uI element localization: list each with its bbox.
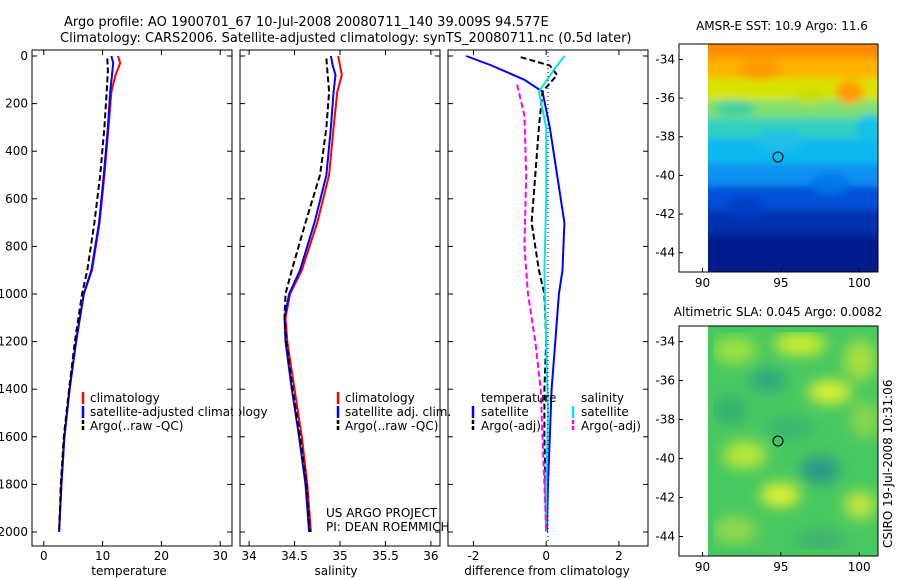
difference-legend: temperature satellite Argo(-adj) salinit… <box>471 391 641 433</box>
x-tick-label: 10 <box>95 549 110 563</box>
x-tick-label: 36 <box>423 549 438 563</box>
sla-argo-marker <box>772 435 784 447</box>
legend-label-argo: Argo(..raw -QC) <box>90 419 183 433</box>
series-line-temperature-satellite <box>465 55 566 533</box>
x-tick-label: 2 <box>615 549 623 563</box>
pi-label: PI: DEAN ROEMMICH <box>326 520 449 534</box>
map-y-tick-label: -38 <box>655 413 675 427</box>
temperature-plot-area <box>31 49 233 547</box>
map-x-tick-label: 100 <box>848 276 871 290</box>
temperature-legend: climatology satellite-adjusted climatolo… <box>81 391 268 433</box>
map-y-tick-label: -40 <box>655 452 675 466</box>
x-tick-label: 35 <box>332 549 347 563</box>
y-tick-label: 1400 <box>0 382 28 396</box>
sst-map-title: AMSR-E SST: 10.9 Argo: 11.6 <box>696 19 868 33</box>
map-x-tick-label: 90 <box>695 560 710 574</box>
map-y-tick-label: -36 <box>655 91 675 105</box>
series-line-temperature-argo-adj <box>520 56 559 533</box>
y-tick-label: 1800 <box>0 477 28 491</box>
legend-label-temperature-satellite: satellite <box>481 405 529 419</box>
sla-map-frame <box>678 325 879 557</box>
legend-label-satellite: satellite-adjusted climatology <box>90 405 268 419</box>
legend-label-climatology: climatology <box>345 391 415 405</box>
map-x-tick-label: 95 <box>773 560 788 574</box>
credit-label: CSIRO 19-Jul-2008 10:31:06 <box>881 380 895 548</box>
legend-label-argo: Argo(..raw -QC) <box>345 419 438 433</box>
series-line-argo-raw-qc <box>59 58 108 532</box>
figure-title-line1: Argo profile: AO 1900701_67 10-Jul-2008 … <box>64 15 549 30</box>
series-line-salinity-argo-adj <box>516 84 548 533</box>
sst-map-frame <box>678 43 879 273</box>
x-tick-label: 34.5 <box>281 549 308 563</box>
temperature-axis-label: temperature <box>91 564 166 578</box>
sla-map-title: Altimetric SLA: 0.045 Argo: 0.0082 <box>674 305 882 319</box>
legend-label-salinity-satellite: satellite <box>581 405 629 419</box>
sst-argo-marker <box>772 151 784 163</box>
y-tick-label: 2000 <box>0 525 28 539</box>
y-tick-label: 1000 <box>0 287 28 301</box>
difference-axis-label: difference from climatology <box>464 564 630 578</box>
salinity-plot-area <box>239 49 441 547</box>
x-tick-label: 0 <box>542 549 550 563</box>
y-tick-label: 1600 <box>0 430 28 444</box>
x-tick-label: -2 <box>467 549 479 563</box>
y-tick-label: 1200 <box>0 335 28 349</box>
salinity-legend: climatology satellite adj. clim. Argo(..… <box>336 391 451 433</box>
series-line-satellite-adj-clim <box>283 55 337 533</box>
map-y-tick-label: -42 <box>655 207 675 221</box>
legend-label-temperature-argo: Argo(-adj) <box>481 419 541 433</box>
sst-heatmap <box>708 44 878 272</box>
salinity-axis-label: salinity <box>314 564 357 578</box>
x-tick-label: 0 <box>40 549 48 563</box>
x-tick-label: 35.5 <box>372 549 399 563</box>
map-x-tick-label: 95 <box>773 276 788 290</box>
y-tick-label: 800 <box>5 239 28 253</box>
figure-title-line2: Climatology: CARS2006. Satellite-adjuste… <box>60 31 632 46</box>
map-x-tick-label: 100 <box>848 560 871 574</box>
legend-header-salinity: salinity <box>581 391 624 405</box>
map-y-tick-label: -40 <box>655 168 675 182</box>
series-line-salinity-satellite <box>537 55 566 532</box>
y-tick-label: 400 <box>5 144 28 158</box>
map-y-tick-label: -34 <box>655 335 675 349</box>
x-tick-label: 20 <box>154 549 169 563</box>
map-y-tick-label: -42 <box>655 491 675 505</box>
legend-label-climatology: climatology <box>90 391 160 405</box>
map-y-tick-label: -34 <box>655 52 675 66</box>
y-tick-label: 200 <box>5 97 28 111</box>
project-label: US ARGO PROJECT <box>326 506 438 520</box>
panel-gap <box>233 390 239 440</box>
legend-label-salinity-argo: Argo(-adj) <box>581 419 641 433</box>
map-y-tick-label: -36 <box>655 374 675 388</box>
y-tick-label: 600 <box>5 192 28 206</box>
map-y-tick-label: -44 <box>655 246 675 260</box>
y-tick-label: 0 <box>20 49 28 63</box>
series-line-climatology <box>284 55 343 533</box>
x-tick-label: 30 <box>213 549 228 563</box>
x-tick-label: 34 <box>241 549 256 563</box>
map-y-tick-label: -44 <box>655 530 675 544</box>
sla-heatmap <box>708 326 878 556</box>
legend-label-satellite: satellite adj. clim. <box>345 405 451 419</box>
map-y-tick-label: -38 <box>655 130 675 144</box>
map-x-tick-label: 90 <box>695 276 710 290</box>
legend-header-temperature: temperature <box>481 391 556 405</box>
series-line-argo-raw-qc <box>283 58 331 533</box>
